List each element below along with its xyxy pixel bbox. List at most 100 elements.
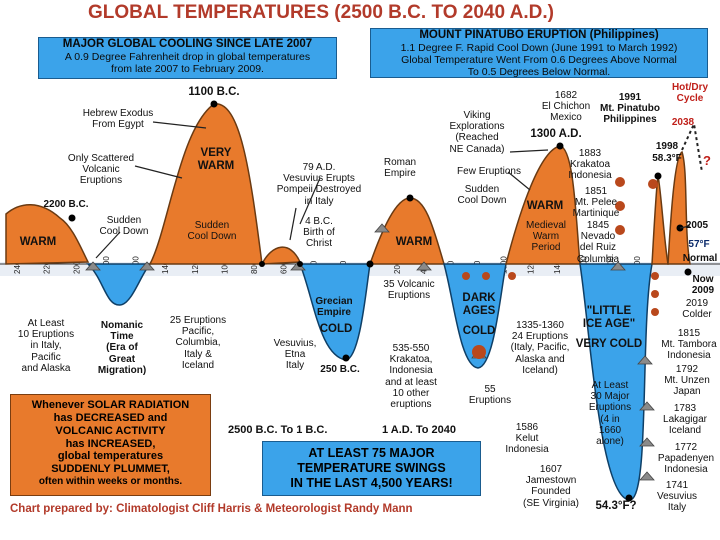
marker-2200bc	[68, 214, 76, 222]
eruption-plume-icon	[648, 179, 658, 189]
eruption-plume-icon	[615, 201, 625, 211]
label-little-ice-age: "LITTLE ICE AGE"	[582, 305, 636, 330]
marker-250bc	[342, 354, 350, 362]
volcano-icon	[416, 261, 432, 271]
label-medieval: Medieval Warm Period	[525, 220, 567, 254]
axis-tick-label: 800	[250, 260, 259, 274]
pinatubo-line: Global Temperature Went From 0.6 Degrees…	[401, 54, 677, 67]
swings-line: AT LEAST 75 MAJOR	[308, 446, 435, 460]
label-1851: 1851 Mt. Pelee Martinique	[572, 186, 620, 220]
volcano-icon	[637, 355, 653, 365]
axis-tick-label: 1000	[220, 256, 229, 274]
label-grecian: Grecian Empire	[315, 296, 353, 319]
label-57f: 57°F	[688, 239, 710, 250]
eruption-plume-icon	[482, 272, 490, 280]
eruption-plume-icon	[651, 290, 659, 298]
label-normal: Normal	[682, 253, 718, 264]
label-1792: 1792 Mt. Unzen Japan	[664, 364, 710, 398]
label-question: ?	[703, 153, 711, 168]
leader-line	[95, 231, 121, 259]
label-at-least-30: At Least 30 Major Eruptions (4 in 1660 a…	[588, 380, 632, 447]
label-1845: 1845 Nevado del Ruiz Columbia	[576, 220, 620, 265]
warm-area-2038	[667, 150, 691, 265]
label-warm-1: WARM	[19, 236, 57, 248]
warm-area-small	[260, 246, 302, 265]
label-1335: 1335-1360 24 Eruptions (Italy, Pacific, …	[510, 320, 570, 376]
volcano-icon	[610, 261, 626, 271]
period-bc-label: 2500 B.C. To 1 B.C.	[228, 424, 328, 436]
label-colder: 2019 Colder	[682, 298, 712, 321]
label-79ad: 79 A.D. Vesuvius Erupts Pompeii Destroye…	[276, 162, 362, 207]
leader-line	[509, 149, 549, 153]
marker-1100bc	[210, 100, 218, 108]
label-nomanic: Nomanic Time (Era of Great Migration)	[97, 320, 147, 376]
label-warm-3: WARM	[526, 200, 564, 212]
eruption-plume-icon	[651, 272, 659, 280]
label-1991: 1991 Mt. Pinatubo Philippines	[600, 92, 660, 126]
solar-line: has INCREASED,	[65, 437, 156, 450]
solar-line: SUDDENLY PLUMMET,	[51, 463, 170, 476]
solar-line: global temperatures	[57, 450, 164, 463]
axis-tick-label: 1400	[553, 256, 562, 274]
leader-line	[507, 171, 531, 191]
label-1607: 1607 Jamestown Founded (SE Virginia)	[523, 464, 579, 509]
label-1100bc: 1100 B.C.	[188, 86, 240, 98]
cold-area-nomanic	[86, 263, 152, 306]
solar-line: VOLCANIC ACTIVITY	[55, 424, 166, 437]
label-1815: 1815 Mt. Tambora Indonesia	[661, 328, 717, 362]
warm-area-modern	[651, 175, 669, 265]
axis-tick-label: 2000	[72, 256, 81, 274]
cold-area-dark-ages	[443, 263, 507, 369]
swings-line: IN THE LAST 4,500 YEARS!	[290, 476, 453, 490]
label-warm-2: WARM	[395, 236, 433, 248]
label-2005: 2005	[685, 220, 709, 231]
marker-1998	[654, 172, 662, 180]
label-535: 535-550 Krakatoa, Indonesia and at least…	[385, 343, 437, 410]
axis-tick-label: 1200	[191, 256, 200, 274]
label-1586: 1586 Kelut Indonesia	[505, 422, 549, 456]
axis-tick-label: 200	[393, 260, 402, 274]
cooling-line: from late 2007 to February 2009.	[111, 63, 264, 76]
pinatubo-line: 1.1 Degree F. Rapid Cool Down (June 1991…	[400, 42, 678, 55]
volcano-icon	[139, 261, 155, 271]
leader-line	[679, 225, 691, 229]
label-viking: Viking Explorations (Reached NE Canada)	[449, 110, 505, 155]
solar-line: has DECREASED and	[53, 411, 168, 424]
label-35-volcanic: 35 Volcanic Eruptions	[383, 279, 435, 302]
leader-line	[134, 165, 183, 179]
solar-line: often within weeks or months.	[38, 476, 183, 488]
axis-tick-label: 2200	[43, 256, 52, 274]
forecast-dotted-line	[681, 120, 703, 173]
axis-tick-label: 600	[280, 260, 289, 274]
leader-line	[152, 121, 207, 129]
leader-line	[299, 177, 321, 225]
label-dark-ages: DARK AGES	[462, 292, 496, 317]
label-cold-2: COLD	[462, 325, 496, 337]
volcano-icon	[639, 401, 655, 411]
label-roman: Roman Empire	[383, 157, 417, 180]
swings-box: AT LEAST 75 MAJOR TEMPERATURE SWINGS IN …	[262, 441, 481, 496]
period-ad-label: 1 A.D. To 2040	[382, 424, 456, 436]
pinatubo-box: MOUNT PINATUBO ERUPTION (Philippines) 1.…	[370, 28, 708, 78]
label-1682: 1682 El Chichon Mexico	[541, 90, 591, 124]
volcano-icon	[374, 223, 390, 233]
leader-line	[289, 207, 297, 241]
label-55-eruptions: 55 Eruptions	[468, 384, 512, 407]
volcano-icon	[639, 471, 655, 481]
pinatubo-line: To 0.5 Degrees Below Normal.	[467, 66, 611, 79]
solar-radiation-box: Whenever SOLAR RADIATION has DECREASED a…	[10, 394, 211, 496]
label-few-eruptions: Few Eruptions	[457, 166, 521, 177]
marker-now	[684, 268, 692, 276]
label-now: Now 2009	[691, 274, 715, 297]
label-very-warm: VERY WARM	[197, 147, 235, 172]
eruption-plume-icon	[462, 272, 470, 280]
marker-54f	[625, 494, 633, 502]
pinatubo-heading: MOUNT PINATUBO ERUPTION (Philippines)	[419, 29, 659, 41]
label-2200bc: 2200 B.C.	[43, 199, 89, 210]
label-58-3f: 58.3°F	[652, 153, 682, 164]
swings-line: TEMPERATURE SWINGS	[297, 461, 446, 475]
label-250bc: 250 B.C.	[320, 364, 360, 375]
label-sudden-1: Sudden Cool Down	[99, 215, 149, 238]
